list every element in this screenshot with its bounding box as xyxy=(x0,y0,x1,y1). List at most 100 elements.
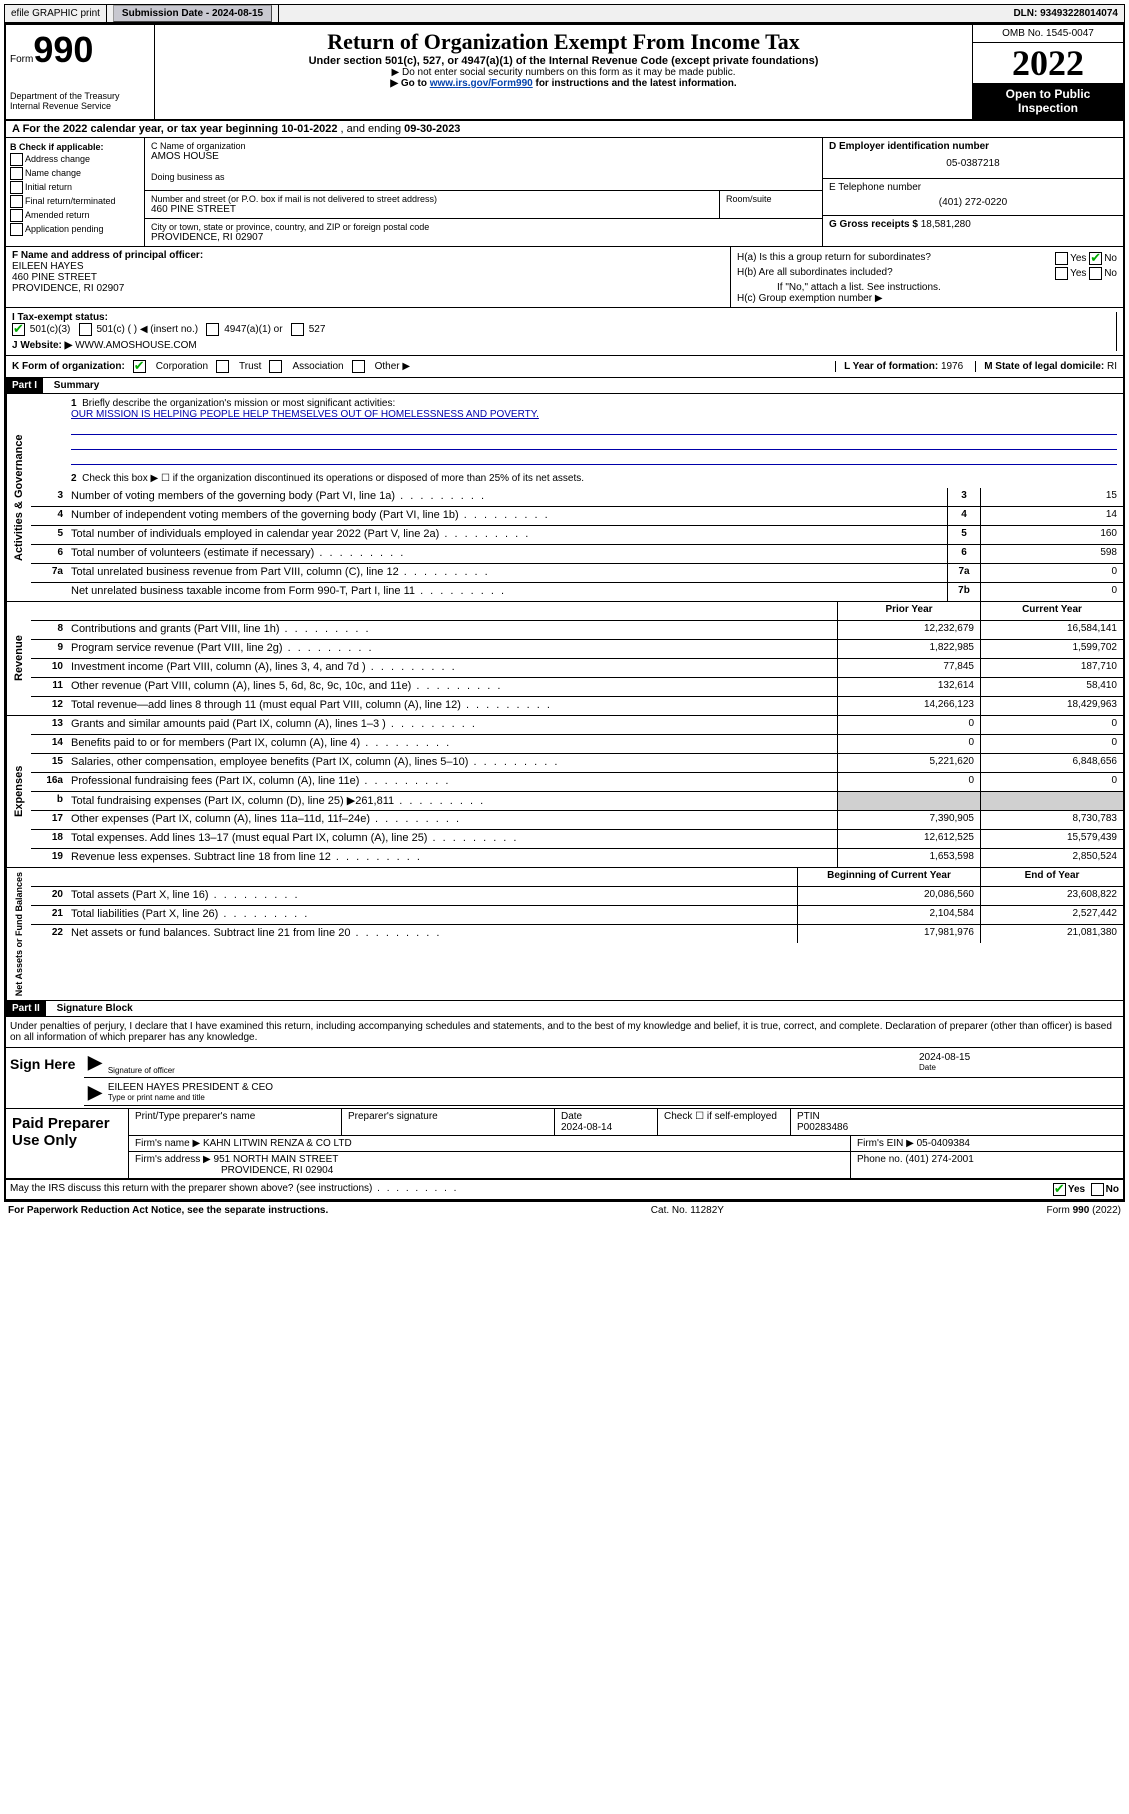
col-end-year: End of Year xyxy=(980,868,1123,886)
form-subtitle: Under section 501(c), 527, or 4947(a)(1)… xyxy=(163,55,964,67)
hb-no[interactable] xyxy=(1089,267,1102,280)
table-row: 17Other expenses (Part IX, column (A), l… xyxy=(31,811,1123,830)
domicile-label: M State of legal domicile: xyxy=(984,361,1107,372)
discuss-yes[interactable] xyxy=(1053,1183,1066,1196)
page-footer: For Paperwork Reduction Act Notice, see … xyxy=(4,1202,1125,1219)
discuss-label: May the IRS discuss this return with the… xyxy=(10,1183,372,1194)
table-row: 9Program service revenue (Part VIII, lin… xyxy=(31,640,1123,659)
cb-amended[interactable]: Amended return xyxy=(10,209,140,222)
header-right: OMB No. 1545-0047 2022 Open to Public In… xyxy=(972,25,1123,119)
section-deg: D Employer identification number 05-0387… xyxy=(823,138,1123,246)
side-netassets: Net Assets or Fund Balances xyxy=(6,868,31,1000)
city-label: City or town, state or province, country… xyxy=(151,222,816,232)
prep-date-label: Date xyxy=(561,1111,582,1122)
declaration-text: Under penalties of perjury, I declare th… xyxy=(6,1017,1123,1048)
room-label: Room/suite xyxy=(726,194,816,204)
arrow-icon: ▶ xyxy=(88,1052,102,1075)
cb-app-pending[interactable]: Application pending xyxy=(10,223,140,236)
firm-name-label: Firm's name ▶ xyxy=(135,1138,203,1149)
ha-no[interactable] xyxy=(1089,252,1102,265)
mission-label: Briefly describe the organization's miss… xyxy=(82,398,395,409)
firm-name: KAHN LITWIN RENZA & CO LTD xyxy=(203,1138,352,1149)
governance-section: Activities & Governance 1 Briefly descri… xyxy=(6,394,1123,602)
col-prior-year: Prior Year xyxy=(837,602,980,620)
org-name-label: C Name of organization xyxy=(151,141,816,151)
submission-date-button[interactable]: Submission Date - 2024-08-15 xyxy=(113,5,272,22)
row-ij: I Tax-exempt status: 501(c)(3) 501(c) ( … xyxy=(6,308,1123,356)
preparer-section: Paid Preparer Use Only Print/Type prepar… xyxy=(6,1109,1123,1180)
note-link: ▶ Go to www.irs.gov/Form990 for instruct… xyxy=(163,78,964,89)
table-row: 4Number of independent voting members of… xyxy=(31,507,1123,526)
cb-trust[interactable] xyxy=(216,360,229,373)
cb-name-change[interactable]: Name change xyxy=(10,167,140,180)
cb-address-change[interactable]: Address change xyxy=(10,153,140,166)
hb-note: If "No," attach a list. See instructions… xyxy=(737,282,1117,293)
firm-addr2: PROVIDENCE, RI 02904 xyxy=(135,1165,844,1176)
tax-year: 2022 xyxy=(973,43,1123,83)
efile-label: efile GRAPHIC print xyxy=(5,5,107,22)
cb-initial-return[interactable]: Initial return xyxy=(10,181,140,194)
side-revenue: Revenue xyxy=(6,602,31,715)
discuss-no[interactable] xyxy=(1091,1183,1104,1196)
irs-link[interactable]: www.irs.gov/Form990 xyxy=(430,78,533,89)
table-row: 8Contributions and grants (Part VIII, li… xyxy=(31,621,1123,640)
firm-ein: 05-0409384 xyxy=(917,1138,970,1149)
hb-label: H(b) Are all subordinates included? xyxy=(737,267,893,280)
section-c: C Name of organization AMOS HOUSE Doing … xyxy=(145,138,823,246)
expenses-section: Expenses 13Grants and similar amounts pa… xyxy=(6,716,1123,868)
prep-date: 2024-08-14 xyxy=(561,1122,612,1133)
top-bar: efile GRAPHIC print Submission Date - 20… xyxy=(4,4,1125,23)
table-row: bTotal fundraising expenses (Part IX, co… xyxy=(31,792,1123,811)
footer-right: Form 990 (2022) xyxy=(1047,1205,1121,1216)
cb-4947[interactable] xyxy=(206,323,219,336)
table-row: 5Total number of individuals employed in… xyxy=(31,526,1123,545)
sig-officer-label: Signature of officer xyxy=(108,1066,919,1075)
year-formation: 1976 xyxy=(941,361,963,372)
table-row: 18Total expenses. Add lines 13–17 (must … xyxy=(31,830,1123,849)
phone-label: E Telephone number xyxy=(829,182,1117,193)
dept-label: Department of the Treasury Internal Reve… xyxy=(10,91,150,111)
note-ssn: ▶ Do not enter social security numbers o… xyxy=(163,67,964,78)
section-f: F Name and address of principal officer:… xyxy=(6,247,731,307)
cb-501c3[interactable] xyxy=(12,323,25,336)
ha-yes[interactable] xyxy=(1055,252,1068,265)
cb-corp[interactable] xyxy=(133,360,146,373)
officer-addr2: PROVIDENCE, RI 02907 xyxy=(12,283,724,294)
table-row: 14Benefits paid to or for members (Part … xyxy=(31,735,1123,754)
tax-status-label: I Tax-exempt status: xyxy=(12,312,108,323)
table-row: 20Total assets (Part X, line 16)20,086,5… xyxy=(31,887,1123,906)
firm-phone-label: Phone no. xyxy=(857,1154,905,1165)
side-governance: Activities & Governance xyxy=(6,394,31,601)
header-left: Form990 Department of the Treasury Inter… xyxy=(6,25,155,119)
city-value: PROVIDENCE, RI 02907 xyxy=(151,232,816,243)
hc-label: H(c) Group exemption number ▶ xyxy=(737,293,1117,304)
table-row: 15Salaries, other compensation, employee… xyxy=(31,754,1123,773)
org-name: AMOS HOUSE xyxy=(151,151,816,162)
table-row: 6Total number of volunteers (estimate if… xyxy=(31,545,1123,564)
officer-name: EILEEN HAYES xyxy=(12,261,724,272)
firm-addr-label: Firm's address ▶ xyxy=(135,1154,214,1165)
form-container: Form990 Department of the Treasury Inter… xyxy=(4,23,1125,1202)
line2-text: Check this box ▶ ☐ if the organization d… xyxy=(82,473,584,484)
hb-yes[interactable] xyxy=(1055,267,1068,280)
cb-final-return[interactable]: Final return/terminated xyxy=(10,195,140,208)
cb-other[interactable] xyxy=(352,360,365,373)
cb-527[interactable] xyxy=(291,323,304,336)
table-row: 10Investment income (Part VIII, column (… xyxy=(31,659,1123,678)
form-word: Form xyxy=(10,54,33,65)
col-current-year: Current Year xyxy=(980,602,1123,620)
part1-header: Part I xyxy=(6,378,43,393)
footer-mid: Cat. No. 11282Y xyxy=(651,1205,724,1216)
part2-header: Part II xyxy=(6,1001,46,1016)
sig-date: 2024-08-15 xyxy=(919,1052,1119,1063)
firm-addr1: 951 NORTH MAIN STREET xyxy=(214,1154,339,1165)
side-expenses: Expenses xyxy=(6,716,31,867)
table-row: 12Total revenue—add lines 8 through 11 (… xyxy=(31,697,1123,715)
cb-assoc[interactable] xyxy=(269,360,282,373)
table-row: 13Grants and similar amounts paid (Part … xyxy=(31,716,1123,735)
ptin-label: PTIN xyxy=(797,1111,820,1122)
prep-name-label: Print/Type preparer's name xyxy=(129,1109,342,1135)
cb-501c[interactable] xyxy=(79,323,92,336)
table-row: Net unrelated business taxable income fr… xyxy=(31,583,1123,601)
netassets-section: Net Assets or Fund Balances Beginning of… xyxy=(6,868,1123,1001)
